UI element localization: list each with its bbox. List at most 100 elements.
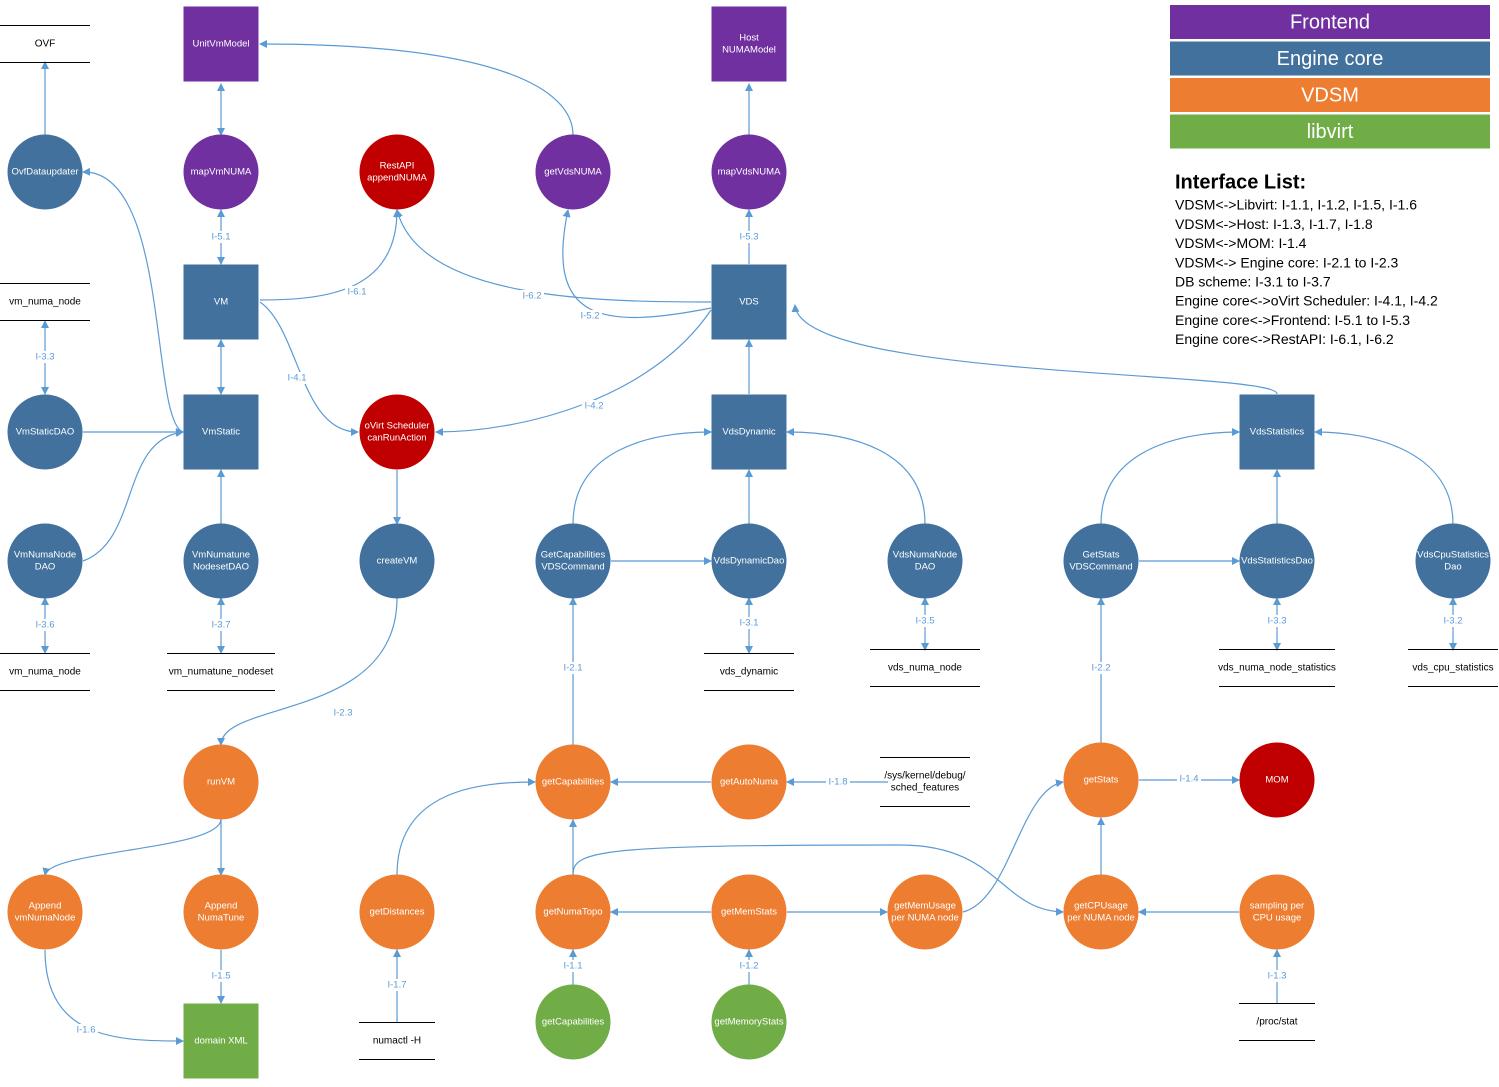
edge-label: I-1.3 — [1267, 971, 1286, 982]
node-label: vm_numa_node — [9, 297, 81, 308]
node-label: per NUMA node — [891, 913, 959, 924]
node-label: appendNUMA — [367, 173, 427, 184]
edge-label: I-3.3 — [35, 352, 54, 363]
node-circle — [183, 134, 259, 210]
edge-label: I-6.2 — [522, 291, 541, 302]
edge — [259, 301, 359, 436]
edge-label-bg — [1265, 970, 1289, 982]
legend: Frontend Engine core VDSM libvirt — [1170, 5, 1490, 149]
node-circle — [887, 523, 963, 599]
node-label: sampling per — [1250, 901, 1304, 912]
edge — [572, 844, 1064, 916]
edge-label: I-3.6 — [35, 620, 54, 631]
edge-label-bg — [209, 970, 233, 982]
node-label: getMemoryStats — [714, 1017, 783, 1028]
node-label: NodesetDAO — [193, 562, 249, 573]
node-circle — [711, 744, 787, 820]
node-circle — [1063, 874, 1139, 950]
node-label: VdsDynamicDao — [714, 556, 785, 567]
node-square — [711, 264, 787, 340]
node-label: VdsStatistics — [1250, 427, 1305, 438]
edge — [82, 167, 184, 433]
legend-label: Engine core — [1277, 48, 1384, 70]
node-square — [183, 6, 259, 82]
node-label: getStats — [1084, 775, 1119, 786]
edge-label-bg — [331, 707, 355, 719]
node-circle — [7, 523, 83, 599]
edge-label-bg — [1441, 615, 1465, 627]
node-circle — [535, 744, 611, 820]
interface-item: VDSM<->Libvirt: I-1.1, I-1.2, I-1.5, I-1… — [1175, 197, 1417, 213]
node-label: DAO — [915, 562, 936, 573]
node-circle — [359, 523, 435, 599]
edge-label-bg — [578, 310, 602, 322]
node-label: oVirt Scheduler — [365, 421, 430, 432]
edge-label: I-2.3 — [333, 708, 352, 719]
legend-label: libvirt — [1307, 121, 1354, 143]
node-circle — [7, 874, 83, 950]
edge-label-bg — [561, 662, 585, 674]
interface-title: Interface List: — [1175, 171, 1306, 193]
node-label: getDistances — [370, 907, 425, 918]
edge-label-bg — [209, 619, 233, 631]
node-label: GetCapabilities — [541, 550, 606, 561]
node-label: canRunAction — [367, 433, 426, 444]
edge — [572, 428, 712, 525]
node-label: vmNumaNode — [15, 913, 76, 924]
edge-label: I-3.3 — [1267, 616, 1286, 627]
node-label: Append — [205, 901, 238, 912]
node-circle — [535, 134, 611, 210]
node-label: sched_features — [891, 783, 959, 794]
node-label: vds_cpu_statistics — [1412, 663, 1493, 674]
node-label: vm_numa_node — [9, 667, 81, 678]
node-label: getMemStats — [721, 907, 777, 918]
legend-box — [1170, 41, 1490, 76]
node-label: Host — [739, 33, 759, 44]
node-circle — [1063, 742, 1139, 818]
node-label: getAutoNuma — [720, 777, 779, 788]
node-label: createVM — [377, 556, 418, 567]
edge-label: I-1.5 — [211, 971, 230, 982]
node-label: VdsDynamic — [722, 427, 776, 438]
node-label: runVM — [207, 777, 235, 788]
node-label: VDSCommand — [541, 562, 604, 573]
legend-box — [1170, 78, 1490, 112]
node-circle — [1063, 523, 1139, 599]
edge — [42, 818, 222, 876]
edge — [259, 40, 574, 136]
edge-label: I-1.4 — [1179, 774, 1198, 785]
node-label: VdsCpuStatistics — [1417, 550, 1489, 561]
interface-item: Engine core<->RestAPI: I-6.1, I-6.2 — [1175, 331, 1394, 347]
edge-label-bg — [737, 960, 761, 972]
node-label: OVF — [35, 39, 56, 50]
node-circle — [7, 394, 83, 470]
node-label: VmNumatune — [192, 550, 250, 561]
node-square — [183, 394, 259, 470]
node-circle — [535, 984, 611, 1060]
edge-label: I-1.2 — [739, 961, 758, 972]
edge — [1314, 428, 1454, 525]
edge-label: I-3.2 — [1443, 616, 1462, 627]
node-circle — [359, 874, 435, 950]
node-label: /sys/kernel/debug/ — [884, 771, 965, 782]
edge-label: I-2.2 — [1091, 663, 1110, 674]
interface-item: DB scheme: I-3.1 to I-3.7 — [1175, 274, 1331, 290]
node-label: Append — [29, 901, 62, 912]
interface-item: Engine core<->oVirt Scheduler: I-4.1, I-… — [1175, 293, 1438, 309]
edge-label: I-1.1 — [563, 961, 582, 972]
node-square — [1239, 394, 1315, 470]
edge — [786, 428, 926, 525]
edge-label: I-4.2 — [584, 401, 603, 412]
edge — [1100, 428, 1240, 525]
node-label: NumaTune — [198, 913, 245, 924]
node-square — [183, 264, 259, 340]
node-circle — [7, 134, 83, 210]
node-circle — [359, 394, 435, 470]
node-circle — [359, 134, 435, 210]
node-circle — [887, 874, 963, 950]
legend-label: VDSM — [1301, 84, 1359, 106]
edge-label: I-4.1 — [287, 373, 306, 384]
node-circle — [711, 134, 787, 210]
edge-label: I-1.6 — [76, 1025, 95, 1036]
